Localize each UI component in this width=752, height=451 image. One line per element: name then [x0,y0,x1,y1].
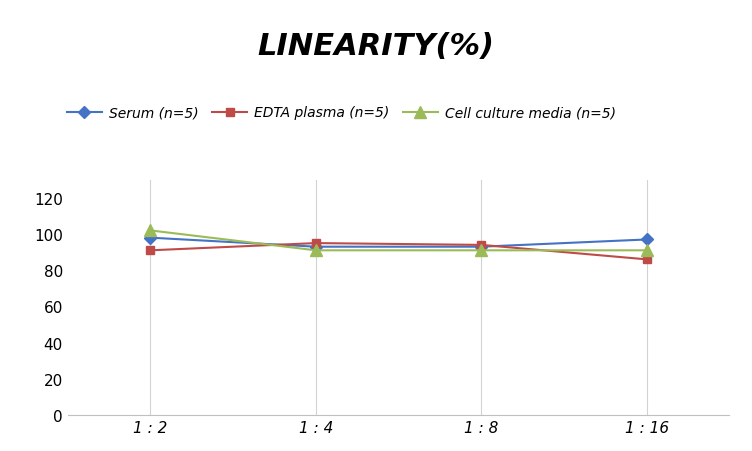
Legend: Serum (n=5), EDTA plasma (n=5), Cell culture media (n=5): Serum (n=5), EDTA plasma (n=5), Cell cul… [67,106,616,120]
Text: LINEARITY(%): LINEARITY(%) [257,32,495,60]
